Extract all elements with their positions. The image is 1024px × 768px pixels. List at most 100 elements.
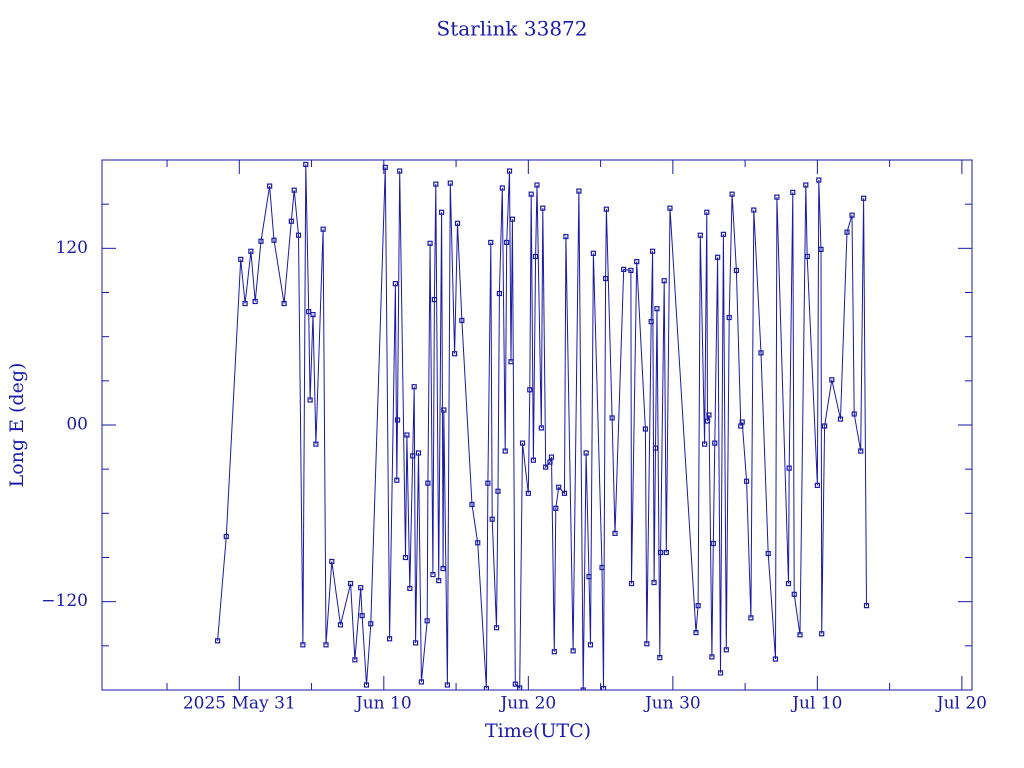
point-marker	[242, 300, 248, 307]
point-marker	[548, 454, 555, 460]
point-marker	[386, 636, 393, 642]
point-marker	[743, 478, 750, 484]
point-marker	[320, 226, 326, 232]
point-marker	[819, 631, 825, 637]
point-marker	[534, 182, 540, 188]
x-tick-label: Jul 10	[790, 694, 842, 714]
point-marker	[642, 426, 648, 432]
point-marker	[504, 239, 510, 246]
point-marker	[748, 615, 754, 621]
point-marker	[816, 177, 822, 183]
point-marker	[509, 216, 516, 222]
point-marker	[706, 412, 712, 418]
point-marker	[634, 258, 640, 265]
point-marker	[527, 387, 533, 393]
point-marker	[444, 682, 450, 688]
point-marker	[424, 618, 430, 624]
point-marker	[829, 377, 835, 383]
point-marker	[329, 558, 335, 565]
point-marker	[215, 638, 221, 644]
point-marker	[512, 681, 518, 687]
point-marker	[821, 423, 828, 429]
point-marker	[440, 565, 446, 572]
point-marker	[709, 654, 715, 660]
point-marker	[628, 580, 635, 587]
point-marker	[861, 195, 867, 201]
point-marker	[702, 441, 708, 447]
point-marker	[506, 168, 513, 174]
point-marker	[496, 290, 503, 297]
point-marker	[271, 237, 277, 243]
point-marker	[657, 549, 664, 556]
point-marker	[590, 250, 596, 256]
point-marker	[252, 298, 258, 305]
point-marker	[528, 191, 534, 197]
point-marker	[281, 300, 287, 307]
point-marker	[603, 206, 609, 212]
point-marker	[654, 306, 660, 312]
point-marker	[358, 585, 364, 591]
point-marker	[441, 407, 447, 413]
point-marker	[415, 450, 422, 456]
point-marker	[603, 275, 609, 282]
point-marker	[717, 670, 724, 676]
point-marker	[556, 484, 562, 490]
point-marker	[648, 319, 654, 325]
point-marker	[363, 682, 370, 688]
point-marker	[804, 253, 810, 260]
point-marker	[704, 209, 710, 215]
point-marker	[295, 232, 302, 238]
point-marker	[697, 232, 703, 238]
point-marker	[695, 603, 701, 609]
point-marker	[628, 267, 634, 274]
point-marker	[583, 450, 589, 456]
y-tick-label: −120	[41, 591, 88, 611]
point-marker	[797, 632, 803, 638]
point-marker	[248, 248, 254, 254]
point-marker	[710, 540, 716, 547]
point-marker	[525, 490, 531, 496]
point-marker	[774, 194, 780, 200]
point-marker	[306, 309, 312, 315]
point-marker	[751, 207, 757, 213]
point-marker	[313, 441, 319, 447]
x-tick-label: Jul 20	[935, 694, 987, 714]
point-marker	[729, 191, 735, 197]
point-marker	[651, 579, 657, 586]
point-marker	[758, 350, 764, 356]
point-marker	[489, 516, 495, 522]
point-marker	[586, 574, 592, 580]
point-marker	[600, 685, 607, 690]
point-marker	[291, 187, 297, 193]
point-marker	[427, 240, 433, 246]
point-marker	[392, 281, 398, 287]
point-marker	[652, 445, 659, 451]
point-marker	[433, 181, 439, 187]
point-marker	[540, 205, 546, 211]
point-marker	[720, 231, 727, 237]
point-marker	[712, 440, 718, 446]
point-marker	[300, 642, 306, 648]
point-marker	[493, 625, 500, 631]
point-marker	[418, 679, 424, 685]
point-marker	[863, 603, 870, 609]
point-marker	[851, 411, 857, 417]
point-marker	[553, 505, 559, 511]
point-marker	[404, 432, 410, 438]
point-marker	[495, 488, 501, 494]
point-marker	[452, 351, 458, 357]
point-marker	[394, 477, 400, 483]
point-marker	[844, 229, 850, 235]
point-marker	[772, 656, 779, 662]
point-marker	[621, 266, 627, 272]
point-marker	[543, 464, 549, 470]
point-marker	[258, 238, 264, 244]
point-marker	[303, 161, 309, 168]
chart-title: Starlink 33872	[437, 17, 588, 41]
point-marker	[483, 685, 490, 690]
point-marker	[785, 580, 792, 587]
point-marker	[347, 580, 354, 587]
point-marker	[739, 419, 745, 425]
point-marker	[663, 549, 669, 556]
